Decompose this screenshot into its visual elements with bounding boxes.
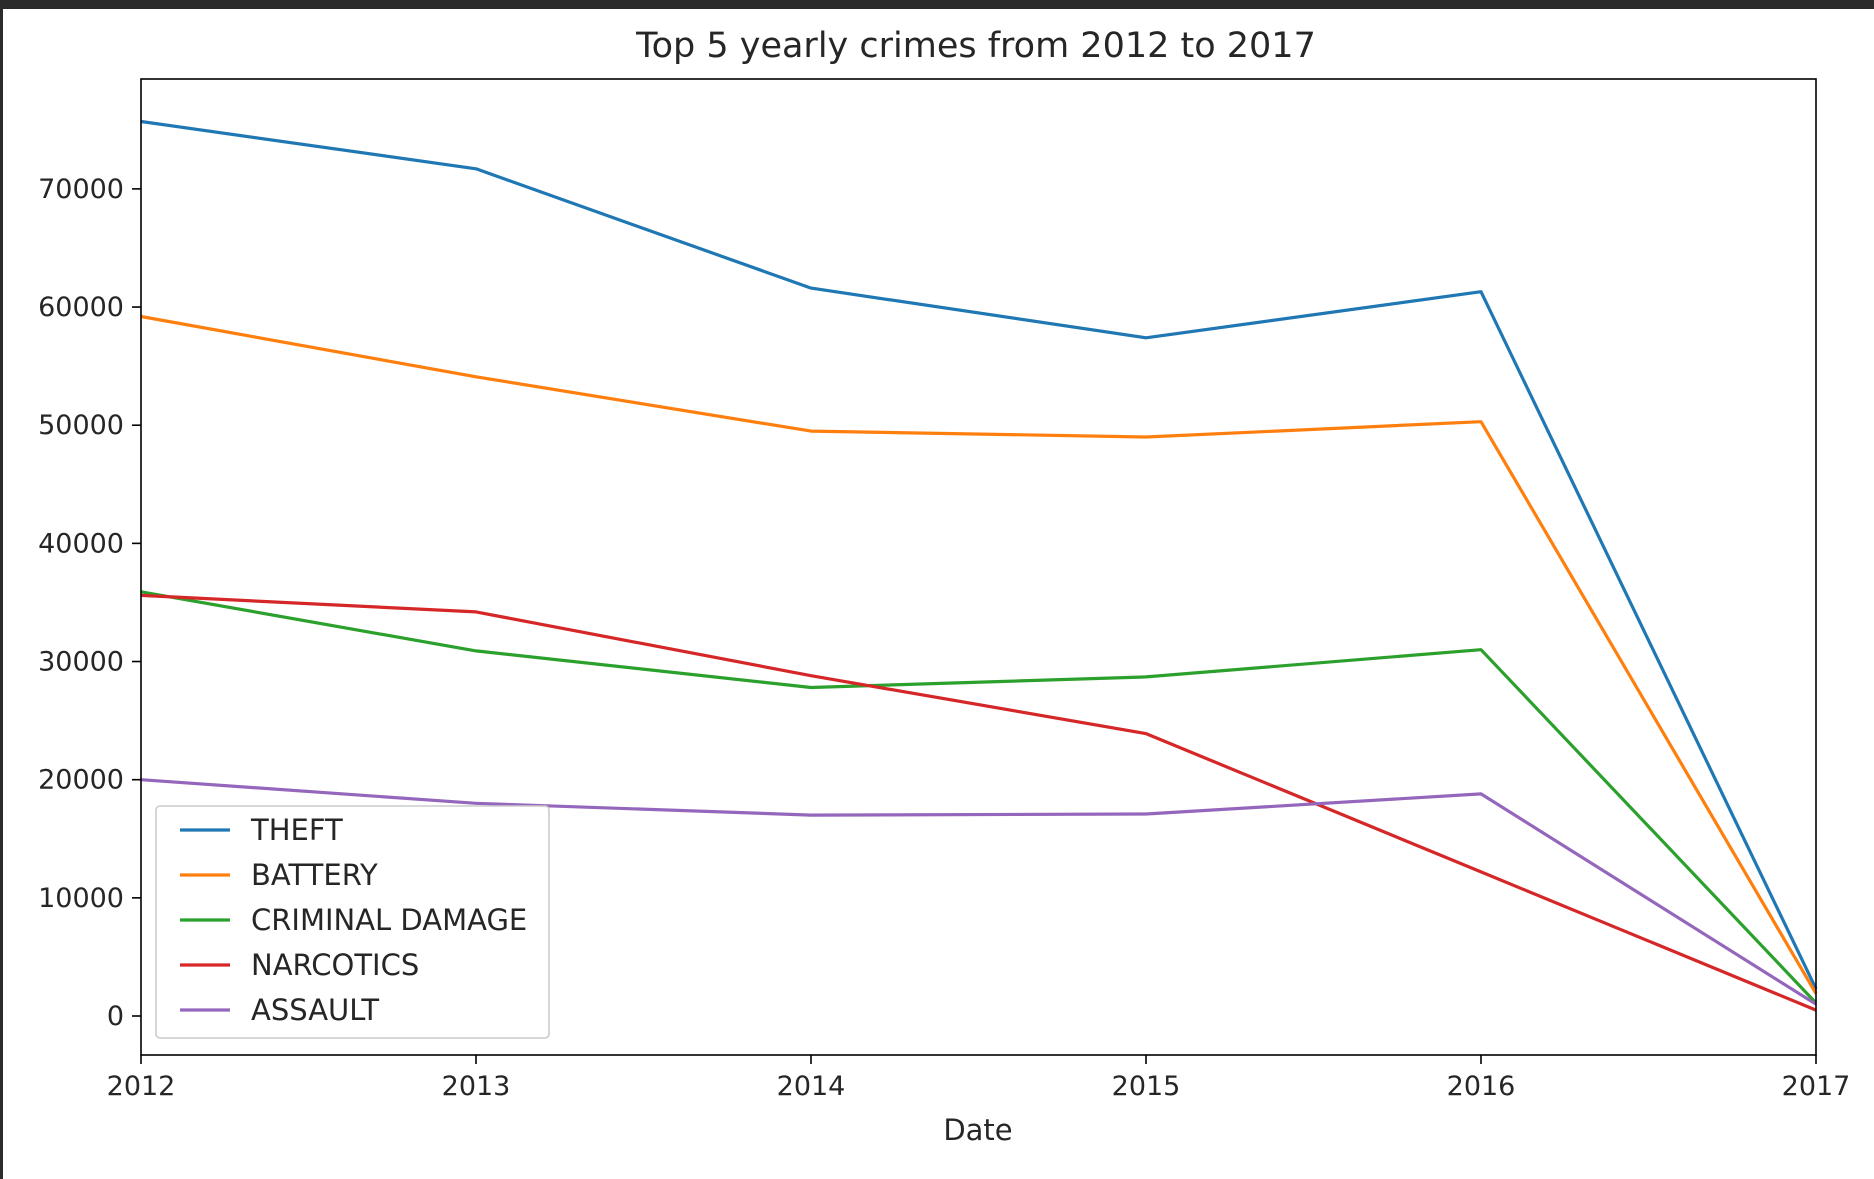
y-tick-label: 0 — [107, 1001, 124, 1032]
y-tick-label: 70000 — [38, 174, 124, 205]
x-tick-label: 2012 — [107, 1071, 176, 1102]
y-tick-label: 60000 — [38, 292, 124, 323]
window-left-border — [0, 0, 3, 1179]
window-top-border — [0, 0, 1874, 9]
y-tick-label: 40000 — [38, 528, 124, 559]
series-line-assault — [140, 778, 1817, 1006]
chart-title: Top 5 yearly crimes from 2012 to 2017 — [635, 26, 1316, 66]
legend-label: THEFT — [250, 813, 343, 847]
y-tick-label: 50000 — [38, 410, 124, 441]
x-tick-label: 2017 — [1782, 1071, 1851, 1102]
x-tick-label: 2016 — [1447, 1071, 1516, 1102]
y-tick-label: 30000 — [38, 647, 124, 678]
legend-label: CRIMINAL DAMAGE — [251, 903, 527, 937]
x-axis-label: Date — [943, 1113, 1012, 1147]
legend-label: NARCOTICS — [251, 948, 419, 982]
legend-label: ASSAULT — [251, 993, 379, 1027]
legend-label: BATTERY — [251, 858, 378, 892]
y-tick-label: 10000 — [38, 883, 124, 914]
x-tick-label: 2013 — [442, 1071, 511, 1102]
x-tick-label: 2015 — [1112, 1071, 1181, 1102]
legend-box — [155, 805, 550, 1039]
series-line-criminal-damage — [140, 590, 1818, 1005]
plot-frame — [140, 78, 1817, 1056]
y-tick-label: 20000 — [38, 765, 124, 796]
x-axis: 2012 2013 2014 2015 2016 2017 — [107, 1055, 1851, 1102]
series-line-theft — [140, 119, 1818, 990]
x-tick-label: 2014 — [777, 1071, 846, 1102]
y-axis: 0 10000 20000 30000 40000 50000 60000 70000 — [38, 174, 141, 1032]
series-line-narcotics — [140, 593, 1817, 1012]
legend: THEFT BATTERY CRIMINAL DAMAGE NARCOTICS ASSA… — [155, 805, 550, 1039]
series-layer — [140, 119, 1818, 1012]
series-line-battery — [140, 314, 1818, 995]
